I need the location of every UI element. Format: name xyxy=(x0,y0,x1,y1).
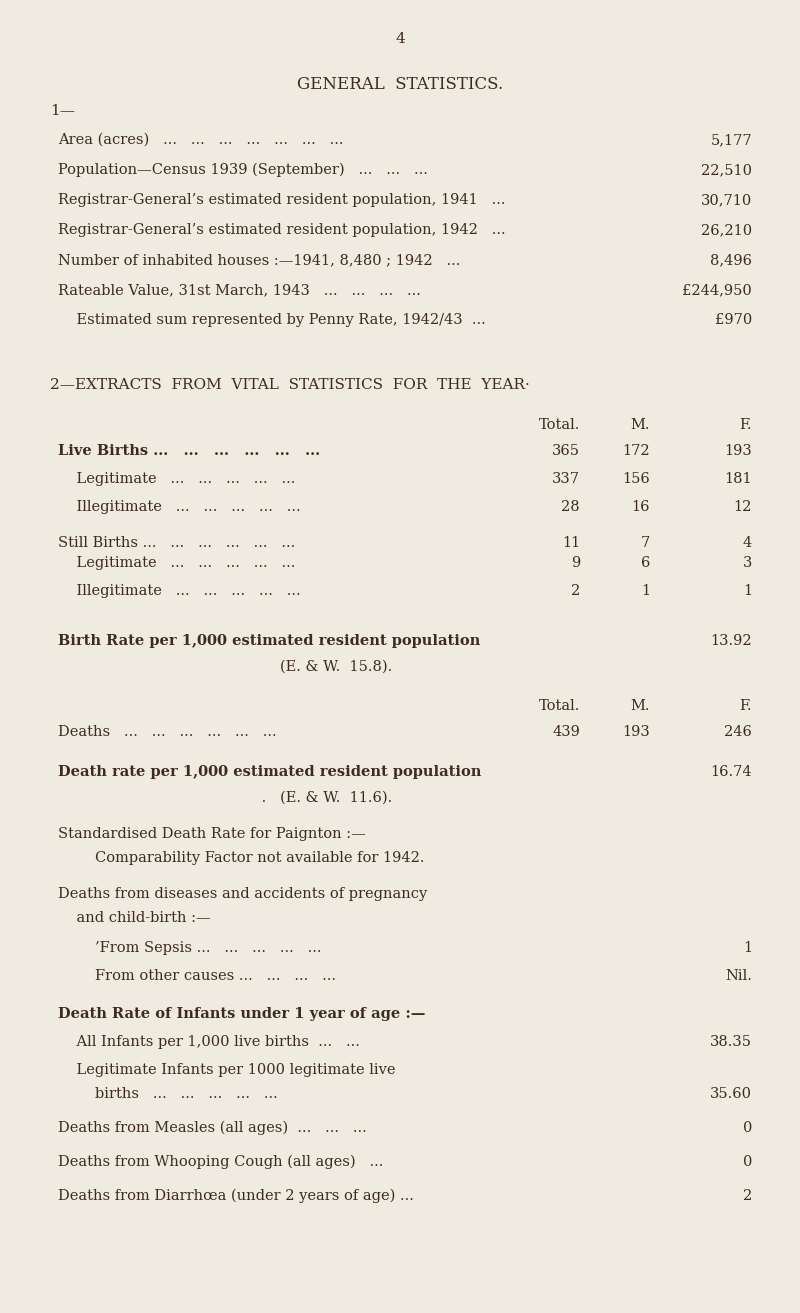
Text: 16: 16 xyxy=(631,500,650,513)
Text: Legitimate   ...   ...   ...   ...   ...: Legitimate ... ... ... ... ... xyxy=(58,471,295,486)
Text: 26,210: 26,210 xyxy=(701,223,752,238)
Text: Birth Rate per 1,000 estimated resident population: Birth Rate per 1,000 estimated resident … xyxy=(58,634,480,649)
Text: 6: 6 xyxy=(641,555,650,570)
Text: £244,950: £244,950 xyxy=(682,284,752,297)
Text: From other causes ...   ...   ...   ...: From other causes ... ... ... ... xyxy=(58,969,336,983)
Text: 4: 4 xyxy=(742,536,752,550)
Text: 1: 1 xyxy=(641,584,650,597)
Text: 365: 365 xyxy=(552,444,580,458)
Text: 30,710: 30,710 xyxy=(701,193,752,207)
Text: 8,496: 8,496 xyxy=(710,253,752,267)
Text: Illegitimate   ...   ...   ...   ...   ...: Illegitimate ... ... ... ... ... xyxy=(58,584,301,597)
Text: Legitimate Infants per 1000 legitimate live: Legitimate Infants per 1000 legitimate l… xyxy=(58,1064,395,1077)
Text: 12: 12 xyxy=(734,500,752,513)
Text: 246: 246 xyxy=(724,725,752,739)
Text: Still Births ...   ...   ...   ...   ...   ...: Still Births ... ... ... ... ... ... xyxy=(58,536,295,550)
Text: 2—EXTRACTS  FROM  VITAL  STATISTICS  FOR  THE  YEAR·: 2—EXTRACTS FROM VITAL STATISTICS FOR THE… xyxy=(50,378,530,393)
Text: Total.: Total. xyxy=(538,699,580,713)
Text: 156: 156 xyxy=(622,471,650,486)
Text: 1—: 1— xyxy=(50,104,75,118)
Text: 193: 193 xyxy=(622,725,650,739)
Text: births   ...   ...   ...   ...   ...: births ... ... ... ... ... xyxy=(58,1087,278,1102)
Text: Deaths from Measles (all ages)  ...   ...   ...: Deaths from Measles (all ages) ... ... .… xyxy=(58,1121,366,1136)
Text: Deaths   ...   ...   ...   ...   ...   ...: Deaths ... ... ... ... ... ... xyxy=(58,725,277,739)
Text: Registrar-General’s estimated resident population, 1941   ...: Registrar-General’s estimated resident p… xyxy=(58,193,506,207)
Text: Population—Census 1939 (September)   ...   ...   ...: Population—Census 1939 (September) ... .… xyxy=(58,163,428,177)
Text: 0: 0 xyxy=(742,1121,752,1134)
Text: M.: M. xyxy=(630,699,650,713)
Text: 193: 193 xyxy=(724,444,752,458)
Text: GENERAL  STATISTICS.: GENERAL STATISTICS. xyxy=(297,76,503,93)
Text: 5,177: 5,177 xyxy=(710,133,752,147)
Text: £970: £970 xyxy=(714,312,752,327)
Text: 0: 0 xyxy=(742,1155,752,1169)
Text: All Infants per 1,000 live births  ...   ...: All Infants per 1,000 live births ... ..… xyxy=(58,1035,360,1049)
Text: Total.: Total. xyxy=(538,418,580,432)
Text: 2: 2 xyxy=(742,1190,752,1203)
Text: Deaths from Diarrhœa (under 2 years of age) ...: Deaths from Diarrhœa (under 2 years of a… xyxy=(58,1190,414,1204)
Text: 28: 28 xyxy=(562,500,580,513)
Text: 9: 9 xyxy=(570,555,580,570)
Text: Death Rate of Infants under 1 year of age :—: Death Rate of Infants under 1 year of ag… xyxy=(58,1007,426,1022)
Text: 7: 7 xyxy=(641,536,650,550)
Text: 172: 172 xyxy=(622,444,650,458)
Text: Area (acres)   ...   ...   ...   ...   ...   ...   ...: Area (acres) ... ... ... ... ... ... ... xyxy=(58,133,343,147)
Text: Legitimate   ...   ...   ...   ...   ...: Legitimate ... ... ... ... ... xyxy=(58,555,295,570)
Text: F.: F. xyxy=(739,418,752,432)
Text: 22,510: 22,510 xyxy=(701,163,752,177)
Text: Deaths from Whooping Cough (all ages)   ...: Deaths from Whooping Cough (all ages) ..… xyxy=(58,1155,383,1170)
Text: Nil.: Nil. xyxy=(725,969,752,983)
Text: 16.74: 16.74 xyxy=(710,765,752,779)
Text: 35.60: 35.60 xyxy=(710,1087,752,1102)
Text: Number of inhabited houses :—1941, 8,480 ; 1942   ...: Number of inhabited houses :—1941, 8,480… xyxy=(58,253,460,267)
Text: 11: 11 xyxy=(562,536,580,550)
Text: 1: 1 xyxy=(743,941,752,955)
Text: Standardised Death Rate for Paignton :—: Standardised Death Rate for Paignton :— xyxy=(58,827,366,842)
Text: 2: 2 xyxy=(570,584,580,597)
Text: (E. & W.  15.8).: (E. & W. 15.8). xyxy=(280,660,392,674)
Text: 4: 4 xyxy=(395,32,405,46)
Text: 3: 3 xyxy=(742,555,752,570)
Text: Death rate per 1,000 estimated resident population: Death rate per 1,000 estimated resident … xyxy=(58,765,482,779)
Text: 1: 1 xyxy=(743,584,752,597)
Text: .   (E. & W.  11.6).: . (E. & W. 11.6). xyxy=(220,790,392,805)
Text: 181: 181 xyxy=(724,471,752,486)
Text: Comparability Factor not available for 1942.: Comparability Factor not available for 1… xyxy=(58,851,425,865)
Text: 38.35: 38.35 xyxy=(710,1035,752,1049)
Text: Registrar-General’s estimated resident population, 1942   ...: Registrar-General’s estimated resident p… xyxy=(58,223,506,238)
Text: Illegitimate   ...   ...   ...   ...   ...: Illegitimate ... ... ... ... ... xyxy=(58,500,301,513)
Text: Rateable Value, 31st March, 1943   ...   ...   ...   ...: Rateable Value, 31st March, 1943 ... ...… xyxy=(58,284,421,297)
Text: ’From Sepsis ...   ...   ...   ...   ...: ’From Sepsis ... ... ... ... ... xyxy=(58,941,322,955)
Text: Deaths from diseases and accidents of pregnancy: Deaths from diseases and accidents of pr… xyxy=(58,888,427,901)
Text: 337: 337 xyxy=(552,471,580,486)
Text: 439: 439 xyxy=(552,725,580,739)
Text: Live Births ...   ...   ...   ...   ...   ...: Live Births ... ... ... ... ... ... xyxy=(58,444,320,458)
Text: Estimated sum represented by Penny Rate, 1942/43  ...: Estimated sum represented by Penny Rate,… xyxy=(58,312,486,327)
Text: and child-birth :—: and child-birth :— xyxy=(58,911,210,924)
Text: F.: F. xyxy=(739,699,752,713)
Text: M.: M. xyxy=(630,418,650,432)
Text: 13.92: 13.92 xyxy=(710,634,752,649)
